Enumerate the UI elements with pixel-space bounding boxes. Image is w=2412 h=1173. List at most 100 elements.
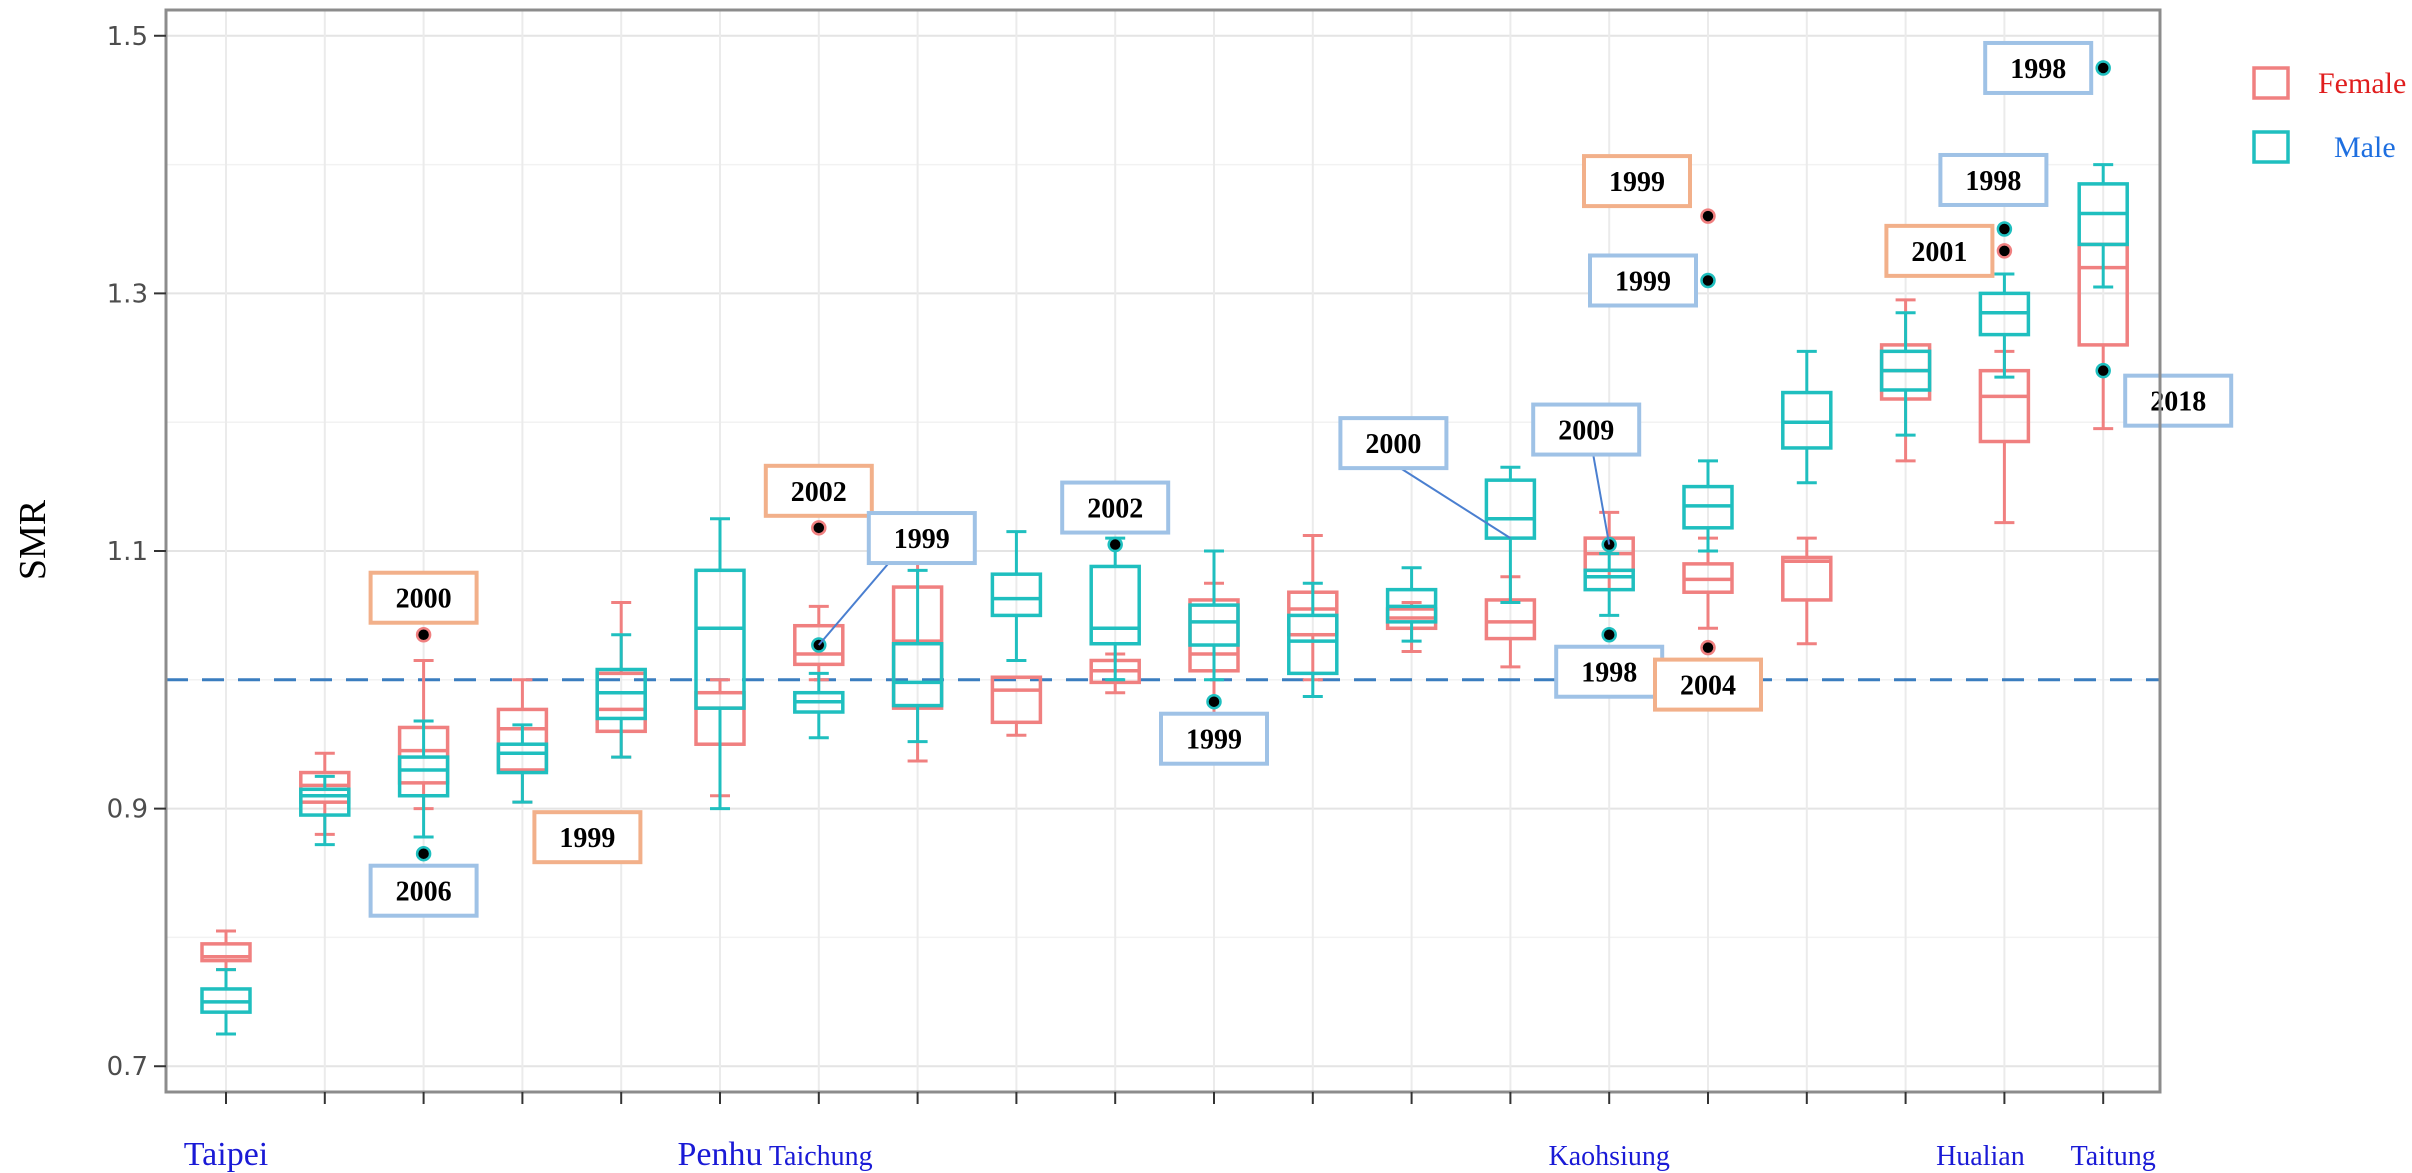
- male-box-2: [397, 719, 450, 862]
- annotation-label: 2000: [396, 584, 452, 615]
- annotation-label: 1999: [1186, 725, 1242, 756]
- male-box-8: [990, 530, 1043, 662]
- annotation-box: [1338, 416, 1449, 471]
- annotation-box: [1159, 711, 1269, 766]
- male-box-10: [1188, 549, 1240, 710]
- legend-label-male: Male: [2334, 131, 2396, 164]
- iqr-box: [1781, 390, 1833, 450]
- iqr-box: [1781, 555, 1833, 602]
- annotation-2009: 2009: [1531, 402, 1642, 545]
- annotation-box: [1938, 152, 2049, 207]
- annotation-2006: 2006: [368, 863, 479, 918]
- annotation-label: 2002: [1087, 494, 1143, 525]
- iqr-box: [397, 755, 450, 798]
- female-box-8: [990, 675, 1043, 737]
- annotation-box: [866, 511, 977, 566]
- annotation-1999: 1999: [532, 810, 643, 865]
- annotation-2000: 2000: [1338, 416, 1511, 539]
- annotation-box: [1653, 657, 1763, 712]
- outlier-point: [1700, 272, 1716, 289]
- outlier-point: [1700, 208, 1716, 224]
- y-tick-label: 0.9: [107, 795, 148, 825]
- annotation-label: 1999: [1615, 267, 1671, 298]
- annotation-label: 2009: [1558, 416, 1614, 447]
- annotation-box: [1588, 253, 1698, 308]
- annotation-2004: 2004: [1653, 657, 1763, 712]
- legend-key-female: [2252, 66, 2290, 100]
- iqr-box: [496, 707, 549, 772]
- annotation-1999: 1999: [1582, 154, 1692, 209]
- outlier-point: [2095, 60, 2111, 76]
- annotation-box: [1531, 402, 1642, 457]
- male-box-7: [891, 568, 944, 744]
- y-tick-label: 1.5: [107, 22, 148, 52]
- iqr-box: [694, 568, 746, 710]
- gridlines: [166, 10, 2160, 1092]
- annotation-box: [1582, 154, 1692, 209]
- annotation-1998: 1998: [1554, 644, 1665, 699]
- outlier-point: [1700, 639, 1716, 656]
- annotation-2001: 2001: [1884, 223, 1995, 278]
- region-label-kaohsiung: Kaohsiung: [1549, 1141, 1670, 1172]
- iqr-box: [990, 675, 1043, 725]
- annotation-label: 1999: [559, 823, 615, 854]
- annotation-layer: 2000 2006 1999 2002 1999 2002 1999 2000 2009 1998…: [368, 40, 2234, 918]
- annotation-1999: 1999: [818, 511, 977, 646]
- iqr-box: [299, 787, 351, 817]
- male-box-5: [694, 517, 746, 811]
- male-box-19: [2077, 60, 2129, 379]
- annotation-box: [1983, 40, 2094, 95]
- male-box-18: [1978, 221, 2031, 379]
- annotation-label: 2004: [1680, 671, 1736, 702]
- outlier-point: [1996, 243, 2013, 259]
- region-label-taitung: Taitung: [2071, 1141, 2156, 1172]
- iqr-box: [891, 641, 944, 708]
- annotation-box: [2123, 373, 2234, 428]
- outlier-point: [415, 626, 432, 643]
- legend: Female Male: [2252, 66, 2406, 164]
- region-label-taipei: Taipei: [184, 1136, 268, 1173]
- female-box-15: [1682, 208, 1734, 656]
- male-box-14: [1583, 536, 1635, 643]
- annotation-label: 1998: [1965, 166, 2021, 197]
- annotation-label: 2001: [1911, 237, 1967, 268]
- male-box-15: [1682, 272, 1734, 553]
- iqr-box: [793, 623, 845, 667]
- male-box-13: [1484, 465, 1537, 605]
- region-label-taichung: Taichung: [769, 1141, 873, 1172]
- y-tick-label: 1.1: [107, 537, 148, 567]
- legend-label-female: Female: [2318, 67, 2406, 100]
- female-box-16: [1781, 536, 1833, 646]
- annotation-2002: 2002: [763, 463, 874, 518]
- annotation-box: [1554, 644, 1665, 699]
- male-box-12: [1385, 566, 1438, 643]
- iqr-box: [496, 742, 549, 775]
- annotation-leader-line: [1399, 467, 1511, 539]
- outlier-point: [1206, 693, 1222, 710]
- annotation-1998: 1998: [1938, 152, 2049, 207]
- y-tick-label: 1.3: [107, 279, 148, 309]
- box-layer: [200, 60, 2129, 1036]
- annotation-box: [368, 570, 479, 625]
- annotation-label: 1998: [1581, 658, 1637, 689]
- outlier-point: [1601, 626, 1617, 643]
- iqr-box: [990, 572, 1043, 618]
- annotation-box: [532, 810, 643, 865]
- outlier-point: [811, 520, 827, 536]
- annotation-box: [1060, 480, 1171, 535]
- y-tick-label: 0.7: [107, 1052, 148, 1082]
- annotation-label: 2002: [791, 477, 847, 508]
- annotation-label: 2006: [396, 877, 452, 908]
- annotation-1999: 1999: [1588, 253, 1698, 308]
- annotation-box: [1884, 223, 1995, 278]
- region-label-hualian: Hualian: [1936, 1141, 2025, 1172]
- annotation-box: [368, 863, 479, 918]
- annotation-label: 2000: [1365, 429, 1421, 460]
- iqr-box: [1188, 603, 1240, 647]
- iqr-box: [1089, 564, 1141, 646]
- annotation-label: 1999: [1609, 167, 1665, 198]
- male-box-17: [1879, 311, 1932, 437]
- male-box-11: [1287, 581, 1339, 699]
- annotation-box: [763, 463, 874, 518]
- male-box-9: [1089, 536, 1141, 682]
